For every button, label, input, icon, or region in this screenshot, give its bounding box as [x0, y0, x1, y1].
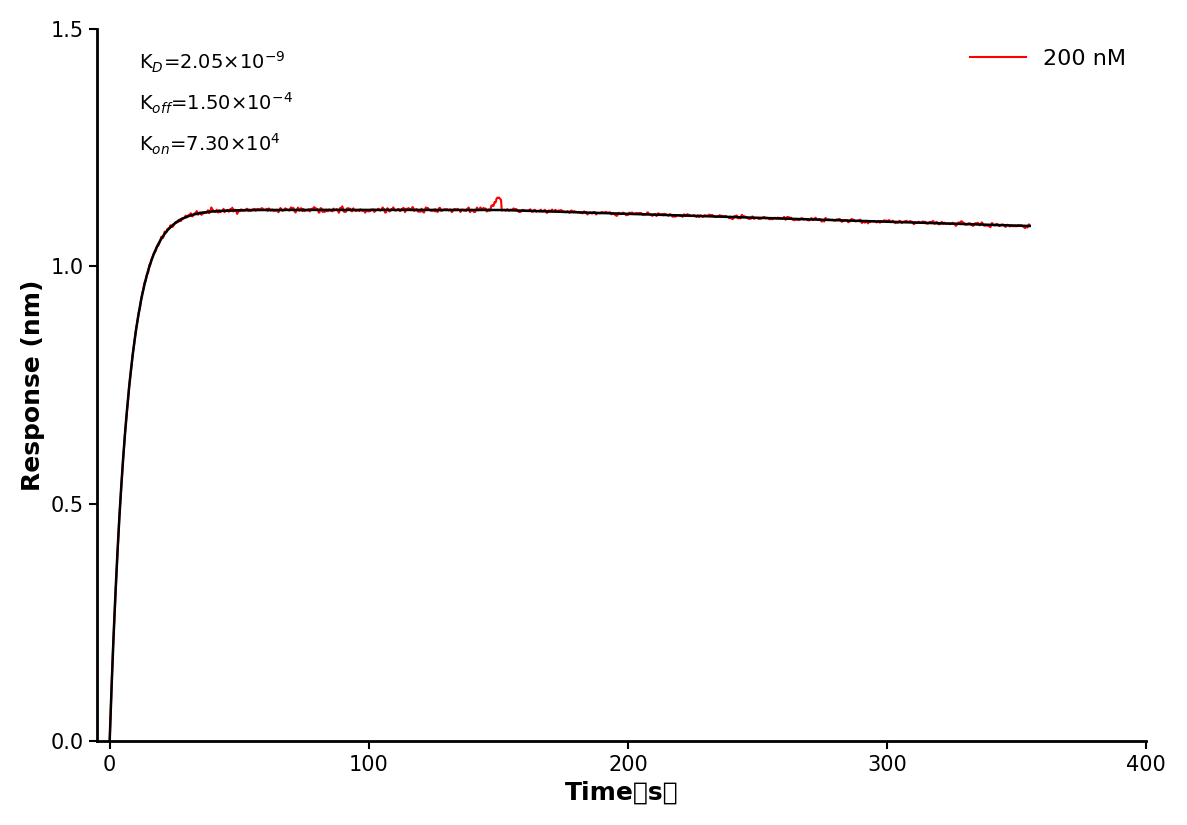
- Legend: 200 nM: 200 nM: [961, 40, 1135, 78]
- Text: K$_{D}$=2.05×10$^{-9}$
K$_{off}$=1.50×10$^{-4}$
K$_{on}$=7.30×10$^{4}$: K$_{D}$=2.05×10$^{-9}$ K$_{off}$=1.50×10…: [139, 50, 292, 158]
- Y-axis label: Response (nm): Response (nm): [21, 280, 45, 491]
- X-axis label: Time（s）: Time（s）: [565, 780, 678, 804]
